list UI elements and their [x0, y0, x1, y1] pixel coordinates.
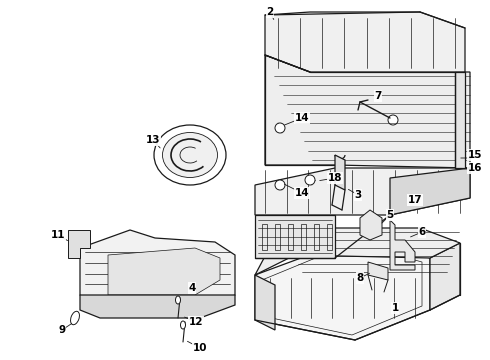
Circle shape	[388, 115, 398, 125]
Circle shape	[275, 180, 285, 190]
Polygon shape	[265, 55, 470, 168]
Ellipse shape	[71, 311, 79, 325]
Text: 14: 14	[294, 188, 309, 198]
Text: 11: 11	[51, 230, 65, 240]
Text: 17: 17	[408, 195, 422, 205]
Text: 3: 3	[354, 190, 362, 200]
Polygon shape	[265, 12, 465, 72]
Text: 18: 18	[328, 173, 342, 183]
Polygon shape	[335, 155, 345, 190]
Polygon shape	[255, 168, 470, 215]
Text: 14: 14	[294, 113, 309, 123]
Polygon shape	[390, 168, 470, 215]
Polygon shape	[390, 220, 415, 270]
Text: 7: 7	[374, 91, 382, 101]
Text: 6: 6	[418, 227, 426, 237]
Text: 15: 15	[468, 150, 482, 160]
Polygon shape	[430, 243, 460, 310]
Polygon shape	[255, 228, 460, 275]
Polygon shape	[108, 248, 220, 295]
Polygon shape	[255, 215, 335, 258]
Ellipse shape	[180, 321, 186, 329]
Text: 9: 9	[58, 325, 66, 335]
Text: 2: 2	[267, 7, 273, 17]
Ellipse shape	[154, 125, 226, 185]
Polygon shape	[80, 230, 235, 310]
Polygon shape	[80, 295, 235, 318]
Polygon shape	[368, 262, 388, 280]
Polygon shape	[455, 72, 465, 168]
Polygon shape	[255, 275, 275, 330]
Circle shape	[305, 175, 315, 185]
Text: 13: 13	[146, 135, 160, 145]
Ellipse shape	[175, 296, 180, 304]
Text: 8: 8	[356, 273, 364, 283]
Text: 4: 4	[188, 283, 196, 293]
Text: 16: 16	[468, 163, 482, 173]
Polygon shape	[68, 230, 90, 258]
Text: 5: 5	[387, 210, 393, 220]
Circle shape	[275, 123, 285, 133]
Polygon shape	[255, 238, 430, 340]
Text: 10: 10	[193, 343, 207, 353]
Polygon shape	[360, 210, 382, 240]
Text: 1: 1	[392, 303, 399, 313]
Ellipse shape	[163, 132, 218, 177]
Text: 12: 12	[189, 317, 203, 327]
